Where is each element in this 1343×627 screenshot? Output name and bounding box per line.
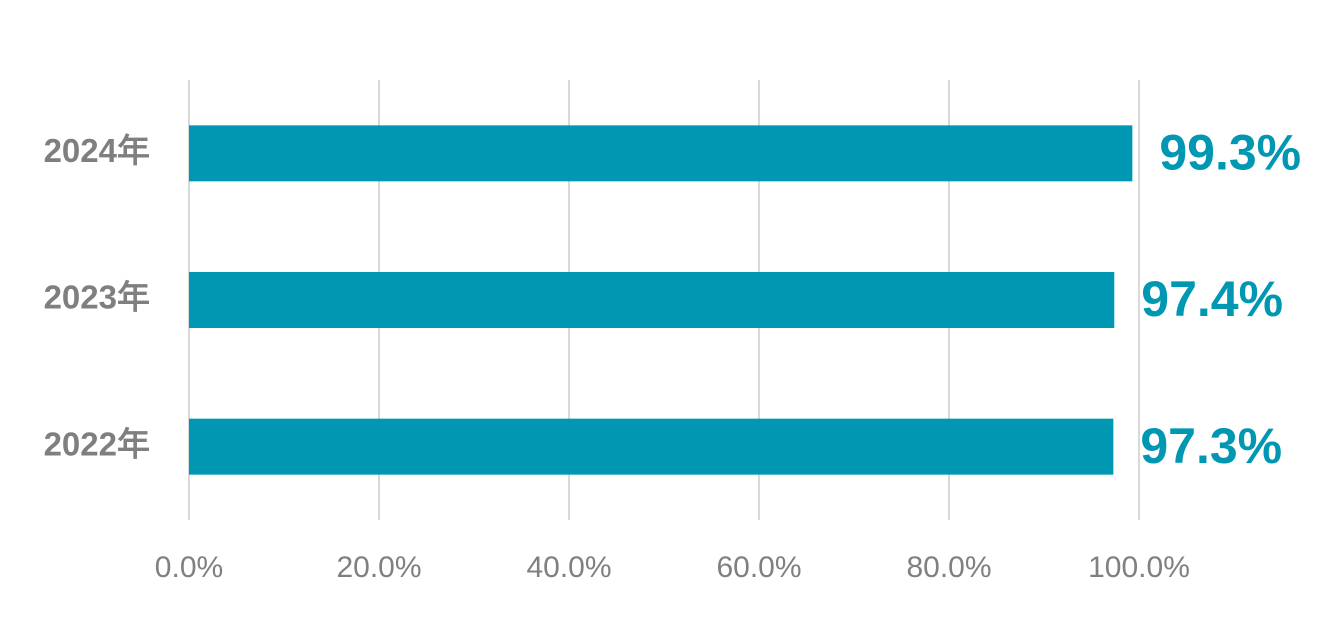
bar [189,125,1133,182]
y-tick-label: 2023年 [44,279,150,316]
x-tick-label: 20.0% [336,551,421,584]
bar [189,272,1115,328]
x-tick-label: 100.0% [1088,551,1190,584]
y-tick-label: 2022年 [44,425,150,462]
x-tick-label: 0.0% [155,551,223,584]
x-tick-label: 80.0% [906,551,991,584]
value-label: 97.3% [1140,418,1282,474]
y-tick-label: 2024年 [44,132,150,169]
x-tick-label: 40.0% [526,551,611,584]
value-label: 97.4% [1141,271,1283,327]
value-label: 99.3% [1159,125,1301,181]
bar [189,418,1114,475]
x-tick-label: 60.0% [716,551,801,584]
